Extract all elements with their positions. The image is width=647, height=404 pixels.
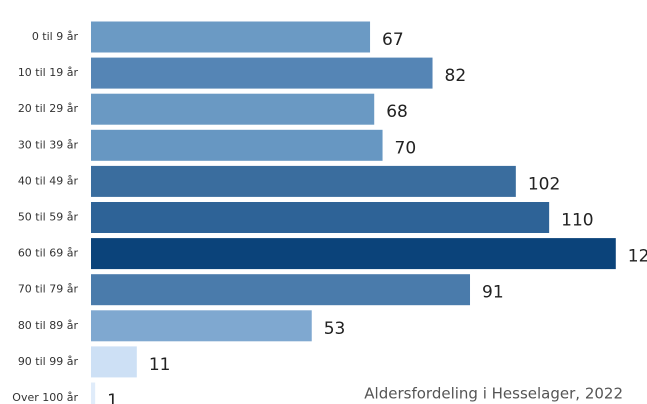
data-label: 68 (386, 102, 408, 122)
data-label: 67 (382, 30, 404, 50)
y-tick-label: 10 til 19 år (18, 66, 79, 79)
y-tick-label: 70 til 79 år (18, 283, 79, 296)
chart-title: Aldersfordeling i Hesselager, 2022 (364, 385, 623, 403)
y-tick-label: 40 til 49 år (18, 174, 79, 187)
data-label: 110 (561, 211, 593, 231)
data-label: 11 (149, 355, 171, 375)
bar (91, 382, 96, 404)
y-tick-label: Over 100 år (12, 391, 78, 404)
data-label: 102 (528, 174, 560, 194)
y-tick-label: 20 til 29 år (18, 102, 79, 115)
data-label: 70 (395, 138, 417, 158)
bar (91, 21, 371, 53)
y-tick-label: 80 til 89 år (18, 319, 79, 332)
bar (91, 346, 137, 378)
data-label: 126 (628, 247, 647, 267)
y-tick-label: 0 til 9 år (32, 30, 79, 43)
y-tick-label: 30 til 39 år (18, 138, 79, 151)
data-label: 91 (482, 283, 504, 303)
bar (91, 274, 471, 306)
bar (91, 202, 550, 233)
y-tick-label: 50 til 59 år (18, 211, 79, 224)
data-label: 82 (445, 66, 467, 86)
data-label: 53 (324, 319, 346, 339)
bar (91, 310, 312, 342)
y-tick-label: 90 til 99 år (18, 355, 79, 368)
bar (91, 165, 516, 197)
bar (91, 129, 383, 161)
data-label: 1 (107, 391, 118, 404)
bar (91, 238, 616, 270)
y-tick-label: 60 til 69 år (18, 247, 79, 260)
bar (91, 93, 375, 125)
bar (91, 57, 433, 89)
